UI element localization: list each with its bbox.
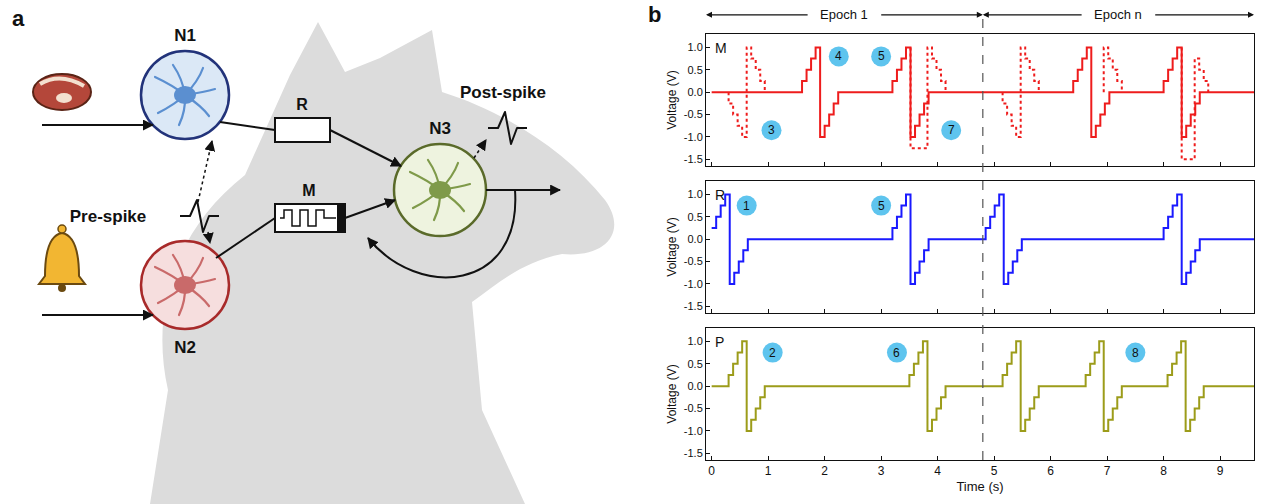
svg-text:0: 0 (708, 464, 715, 478)
svg-text:N1: N1 (174, 26, 196, 45)
svg-text:-1.0: -1.0 (684, 278, 703, 290)
svg-text:0.0: 0.0 (688, 380, 703, 392)
svg-text:0.0: 0.0 (688, 233, 703, 245)
svg-text:-1.0: -1.0 (684, 425, 703, 437)
svg-text:6: 6 (1047, 464, 1054, 478)
svg-text:8: 8 (1132, 346, 1139, 360)
svg-text:Time (s): Time (s) (956, 479, 1003, 494)
svg-text:1.0: 1.0 (688, 188, 703, 200)
svg-text:0.5: 0.5 (688, 211, 703, 223)
svg-text:8: 8 (1160, 464, 1167, 478)
svg-text:2: 2 (769, 346, 776, 360)
svg-text:R: R (296, 96, 308, 113)
svg-text:5: 5 (991, 464, 998, 478)
svg-text:N2: N2 (174, 338, 196, 357)
svg-text:1: 1 (743, 199, 750, 213)
svg-text:7: 7 (948, 123, 955, 137)
svg-text:a: a (12, 6, 25, 31)
svg-text:N3: N3 (429, 119, 451, 138)
svg-text:-0.5: -0.5 (684, 402, 703, 414)
svg-text:-0.5: -0.5 (684, 108, 703, 120)
svg-text:Voltage (V): Voltage (V) (665, 70, 679, 129)
svg-text:Pre-spike: Pre-spike (70, 207, 147, 226)
svg-text:M: M (302, 182, 315, 199)
svg-text:1: 1 (765, 464, 772, 478)
svg-text:5: 5 (878, 199, 885, 213)
svg-text:0.5: 0.5 (688, 358, 703, 370)
svg-text:P: P (715, 334, 724, 350)
svg-text:-1.5: -1.5 (684, 153, 703, 165)
svg-text:Voltage (V): Voltage (V) (665, 217, 679, 276)
svg-text:Epoch n: Epoch n (1094, 7, 1142, 22)
svg-text:M: M (715, 40, 727, 56)
svg-text:Voltage (V): Voltage (V) (665, 364, 679, 423)
svg-text:3: 3 (878, 464, 885, 478)
svg-text:Epoch 1: Epoch 1 (820, 7, 868, 22)
svg-text:0.0: 0.0 (688, 86, 703, 98)
svg-text:4: 4 (835, 49, 842, 63)
svg-text:7: 7 (1104, 464, 1111, 478)
html-text:b: b (648, 2, 662, 27)
svg-text:5: 5 (878, 49, 885, 63)
svg-text:9: 9 (1217, 464, 1224, 478)
svg-text:3: 3 (768, 123, 775, 137)
svg-text:1.0: 1.0 (688, 335, 703, 347)
svg-text:4: 4 (934, 464, 941, 478)
svg-text:-0.5: -0.5 (684, 255, 703, 267)
svg-text:2: 2 (821, 464, 828, 478)
svg-text:-1.5: -1.5 (684, 447, 703, 459)
svg-text:1.0: 1.0 (688, 41, 703, 53)
svg-text:Post-spike: Post-spike (460, 83, 546, 102)
svg-text:-1.5: -1.5 (684, 300, 703, 312)
svg-text:6: 6 (893, 346, 900, 360)
svg-text:-1.0: -1.0 (684, 131, 703, 143)
svg-text:R: R (715, 187, 725, 203)
svg-text:0.5: 0.5 (688, 64, 703, 76)
